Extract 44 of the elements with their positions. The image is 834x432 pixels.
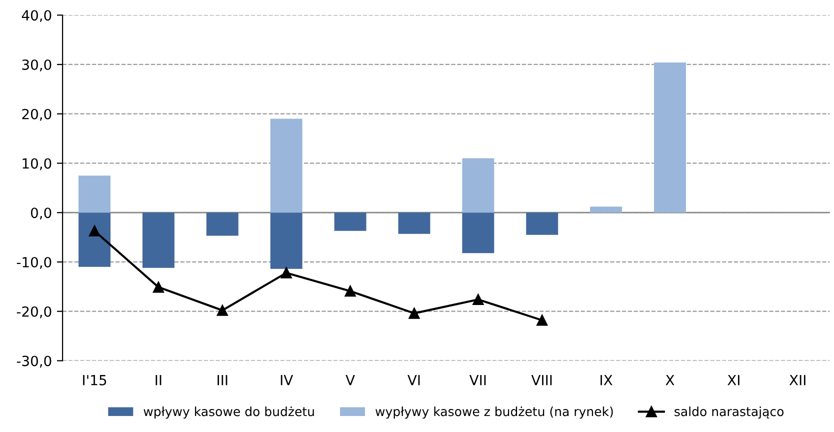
x-tick-label: VIII [531,375,552,386]
x-tick-label: I'15 [83,375,106,386]
x-tick-label: III [218,375,228,386]
bar [270,212,302,269]
x-tick-label: X [666,375,674,386]
y-tick-label: 40,0 [22,10,52,22]
point [216,304,228,316]
bar [78,176,111,213]
bar [206,212,238,236]
bar [334,212,366,231]
y-tick-label: 10,0 [22,158,52,170]
point [152,282,164,293]
x-tick-label: VI [408,375,420,386]
point [536,314,548,326]
bar [462,212,494,254]
x-tick-label: XII [789,375,806,386]
bar [270,118,302,213]
bar [142,212,174,268]
bar [654,62,686,213]
point [472,294,484,306]
x-tick-label: VII [469,375,486,386]
bar [398,212,430,234]
legend-label: wypływy kasowe z budżetu (na rynek) [376,406,613,419]
point [88,225,100,236]
legend-label: saldo narastająco [674,406,784,419]
x-tick-label: IV [280,375,294,386]
bar [526,212,558,235]
y-tick-label: -10,0 [16,256,52,269]
point [408,308,420,319]
x-tick-label: V [346,375,355,386]
bar [590,206,622,213]
point [280,267,292,278]
bar [462,158,494,213]
bar [78,212,111,267]
y-tick-label: 20,0 [22,108,52,121]
y-tick-label: -20,0 [16,306,52,318]
x-tick-label: IX [600,375,612,386]
x-tick-label: II [156,375,162,386]
legend-label: wpływy kasowe do budżetu [144,406,314,419]
y-tick-label: 0,0 [30,208,52,220]
y-tick-label: 30,0 [22,59,52,72]
point [344,286,356,297]
x-tick-label: XI [728,375,740,386]
y-tick-label: -30,0 [16,356,52,368]
